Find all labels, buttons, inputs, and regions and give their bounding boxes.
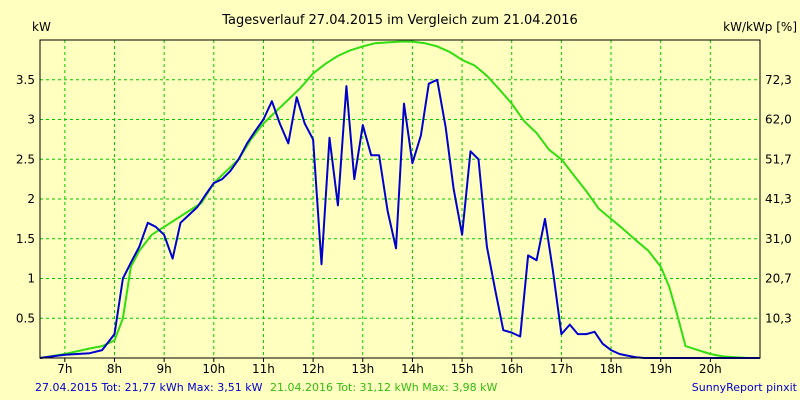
- y-axis-label: kW: [32, 20, 51, 34]
- x-tick-label: 8h: [107, 362, 122, 376]
- footer-line: 27.04.2015 Tot: 21,77 kWh Max: 3,51 kW 2…: [35, 381, 498, 394]
- y-tick-label: 1: [27, 272, 35, 286]
- x-tick-label: 13h: [351, 362, 374, 376]
- x-tick-label: 12h: [302, 362, 325, 376]
- x-tick-label: 15h: [451, 362, 474, 376]
- y-tick-label: 1.5: [16, 232, 35, 246]
- x-tick-label: 14h: [401, 362, 424, 376]
- x-tick-label: 17h: [550, 362, 573, 376]
- y-tick-label: 2.5: [16, 152, 35, 166]
- x-tick-label: 20h: [699, 362, 722, 376]
- x-tick-label: 19h: [649, 362, 672, 376]
- series: [39, 40, 760, 359]
- x-tick-label: 11h: [252, 362, 275, 376]
- legend-2016: 21.04.2016 Tot: 31,12 kWh Max: 3,98 kW: [270, 381, 498, 394]
- y-tick-label: 2: [27, 192, 35, 206]
- series-line-2015: [39, 78, 760, 359]
- series-line-2016: [39, 40, 760, 359]
- plot-frame: [39, 39, 761, 359]
- x-tick-label: 16h: [500, 362, 523, 376]
- y-right-tick-label: 72,3: [765, 73, 792, 87]
- y-tick-label: 3.5: [16, 73, 35, 87]
- y-right-tick-label: 62,0: [765, 113, 792, 127]
- y-right-tick-label: 41,3: [765, 192, 792, 206]
- legend-2015: 27.04.2015 Tot: 21,77 kWh Max: 3,51 kW: [35, 381, 263, 394]
- y-right-tick-label: 31,0: [765, 232, 792, 246]
- tick-labels: 7h 8h 9h 10h 11h 12h 13h 14h 15h 16h 17h 18h 19h 20h 0…: [16, 73, 792, 376]
- y-right-tick-label: 10,3: [765, 311, 792, 325]
- y-axis-right-label: kW/kWp [%]: [723, 20, 797, 34]
- x-tick-label: 9h: [157, 362, 172, 376]
- y-right-tick-label: 51,7: [765, 152, 792, 166]
- chart-title: Tagesverlauf 27.04.2015 im Vergleich zum…: [221, 13, 578, 28]
- grid: [40, 40, 760, 358]
- y-tick-label: 3: [27, 113, 35, 127]
- x-tick-label: 7h: [57, 362, 72, 376]
- y-right-tick-label: 20,7: [765, 272, 792, 286]
- x-tick-label: 18h: [600, 362, 623, 376]
- brand-label: SunnyReport pinxit: [692, 381, 798, 394]
- x-tick-label: 10h: [202, 362, 225, 376]
- y-tick-label: 0.5: [16, 311, 35, 325]
